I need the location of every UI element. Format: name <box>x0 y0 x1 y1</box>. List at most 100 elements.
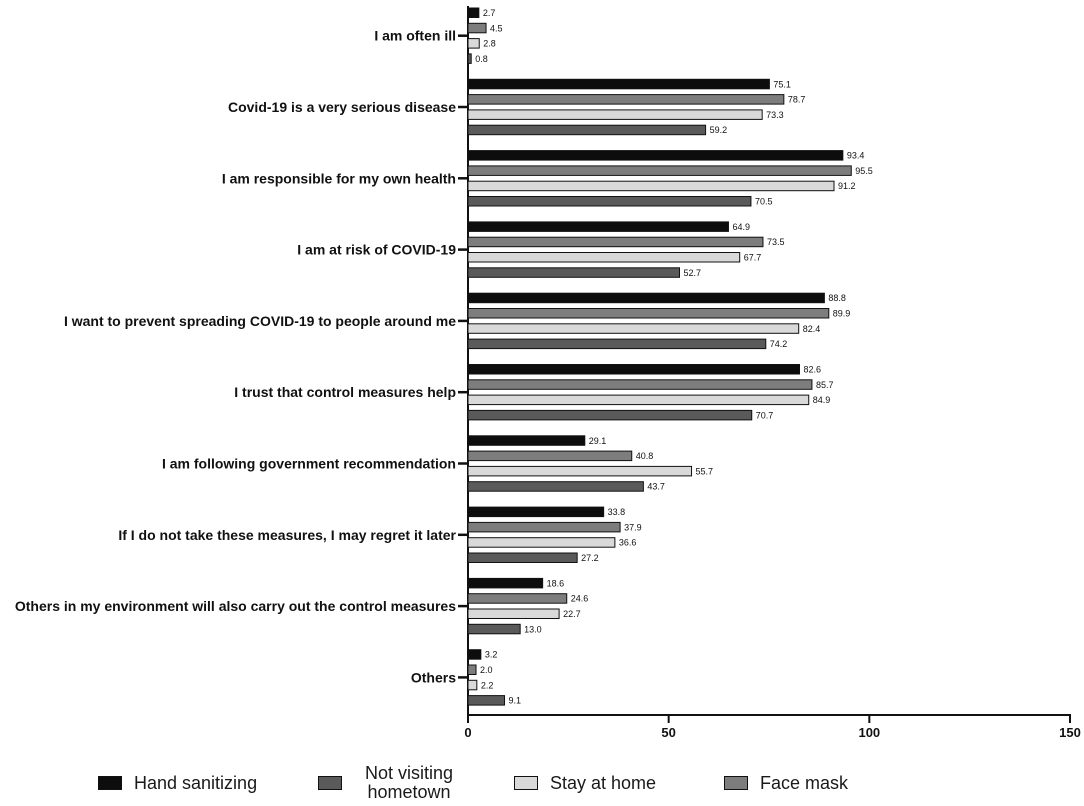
data-label: 91.2 <box>838 181 856 191</box>
bar-hand-sanitizing <box>467 649 482 660</box>
bar-face-mask <box>467 165 852 176</box>
data-label: 73.3 <box>766 110 784 120</box>
bar-not-visiting-hometown <box>467 196 752 207</box>
legend-label-not-visiting-hometown: Not visiting hometown <box>354 764 464 802</box>
bar-not-visiting-hometown <box>467 695 506 706</box>
legend-item-hand-sanitizing: Hand sanitizing <box>98 760 257 806</box>
bar-stay-at-home <box>467 109 763 120</box>
data-label: 75.1 <box>773 79 791 89</box>
bar-stay-at-home <box>467 537 616 548</box>
x-tick-label-100: 100 <box>858 725 880 740</box>
bar-not-visiting-hometown <box>467 481 644 492</box>
bar-stay-at-home <box>467 608 560 619</box>
category-label: Covid-19 is a very serious disease <box>228 99 456 115</box>
bar-not-visiting-hometown <box>467 53 472 64</box>
x-tick-label-50: 50 <box>661 725 675 740</box>
data-label: 2.8 <box>483 39 496 49</box>
bar-hand-sanitizing <box>467 150 844 161</box>
legend-label-line-2: hometown <box>367 782 451 802</box>
bar-hand-sanitizing <box>467 364 801 375</box>
category-label: I trust that control measures help <box>234 384 456 400</box>
bar-not-visiting-hometown <box>467 267 681 278</box>
bar-hand-sanitizing <box>467 292 825 304</box>
bar-not-visiting-hometown <box>467 124 707 136</box>
category-label: Others in my environment will also carry… <box>15 598 456 614</box>
data-label: 74.2 <box>770 339 788 349</box>
bar-stay-at-home <box>467 465 693 477</box>
legend-item-not-visiting-hometown: Not visiting hometown <box>318 760 464 806</box>
legend-swatch-not-visiting-hometown <box>318 776 342 790</box>
category-label: I want to prevent spreading COVID-19 to … <box>64 313 456 329</box>
bar-not-visiting-hometown <box>467 623 521 635</box>
bar-hand-sanitizing <box>467 221 729 232</box>
bar-stay-at-home <box>467 180 835 192</box>
data-label: 33.8 <box>608 507 626 517</box>
data-label: 29.1 <box>589 436 607 446</box>
bar-not-visiting-hometown <box>467 552 578 563</box>
bar-face-mask <box>467 593 568 604</box>
legend-label-stay-at-home: Stay at home <box>550 772 657 793</box>
data-label: 67.7 <box>744 253 762 263</box>
data-label: 2.7 <box>483 8 496 18</box>
bar-stay-at-home <box>467 679 478 691</box>
legend-item-face-mask: Face mask <box>724 760 848 806</box>
data-label: 2.0 <box>480 665 493 675</box>
data-label: 27.2 <box>581 553 599 563</box>
bar-not-visiting-hometown <box>467 409 753 421</box>
bar-hand-sanitizing <box>467 435 586 446</box>
category-label: I am at risk of COVID-19 <box>297 242 456 258</box>
data-label: 18.6 <box>547 578 565 588</box>
data-label: 64.9 <box>732 222 750 232</box>
category-label: If I do not take these measures, I may r… <box>118 527 456 543</box>
bar-not-visiting-hometown <box>467 338 767 350</box>
x-tick-label-150: 150 <box>1059 725 1081 740</box>
bar-face-mask <box>467 450 633 462</box>
bar-face-mask <box>467 22 487 34</box>
bar-face-mask <box>467 308 830 319</box>
bar-face-mask <box>467 379 813 390</box>
legend-swatch-face-mask <box>724 776 748 790</box>
data-label: 59.2 <box>710 125 728 135</box>
data-label: 24.6 <box>571 594 589 604</box>
data-label: 73.5 <box>767 237 785 247</box>
bar-stay-at-home <box>467 394 810 406</box>
data-label: 95.5 <box>855 166 873 176</box>
data-label: 70.7 <box>756 410 774 420</box>
bar-face-mask <box>467 236 764 248</box>
data-label: 82.4 <box>803 324 821 334</box>
data-label: 13.0 <box>524 624 542 634</box>
data-label: 4.5 <box>490 23 503 33</box>
data-label: 70.5 <box>755 197 773 207</box>
data-label: 2.2 <box>481 680 494 690</box>
legend-swatch-hand-sanitizing <box>98 776 122 790</box>
category-label: I am responsible for my own health <box>222 170 456 186</box>
bar-hand-sanitizing <box>467 577 544 589</box>
data-label: 9.1 <box>509 696 522 706</box>
data-label: 0.8 <box>475 54 488 64</box>
category-label: I am often ill <box>374 28 456 44</box>
bar-face-mask <box>467 664 477 675</box>
category-label: I am following government recommendation <box>162 456 456 472</box>
bar-hand-sanitizing <box>467 78 770 90</box>
data-label: 78.7 <box>788 95 806 105</box>
data-label: 36.6 <box>619 538 637 548</box>
legend-label-hand-sanitizing: Hand sanitizing <box>134 772 258 793</box>
category-label: Others <box>411 669 456 685</box>
x-tick-label-0: 0 <box>464 725 471 740</box>
data-label: 40.8 <box>636 451 654 461</box>
data-label: 82.6 <box>804 365 822 375</box>
chart-legend: Hand sanitizing Not visiting hometown St… <box>0 760 1084 806</box>
bar-stay-at-home <box>467 252 741 263</box>
data-label: 55.7 <box>696 466 714 476</box>
bar-hand-sanitizing <box>467 7 480 18</box>
data-label: 52.7 <box>684 268 702 278</box>
bar-face-mask <box>467 94 785 105</box>
legend-label-line-1: Not visiting <box>364 763 454 783</box>
bar-stay-at-home <box>467 38 480 49</box>
bar-hand-sanitizing <box>467 506 605 518</box>
data-label: 37.9 <box>624 522 642 532</box>
data-label: 89.9 <box>833 309 851 319</box>
legend-item-stay-at-home: Stay at home <box>514 760 656 806</box>
bar-face-mask <box>467 521 621 533</box>
